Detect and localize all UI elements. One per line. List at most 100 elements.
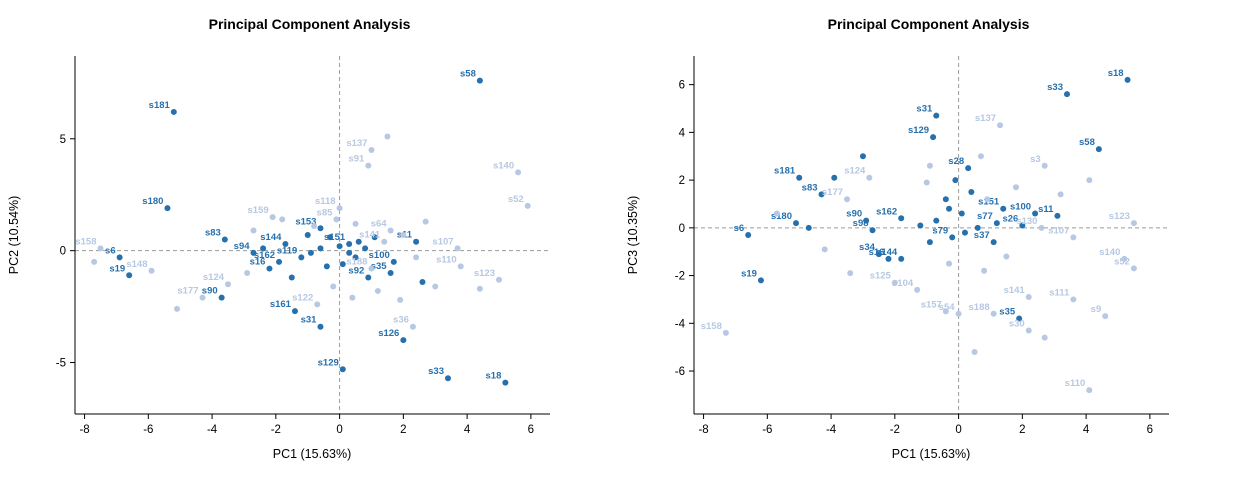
point-label: s58 [1079, 137, 1095, 148]
data-point [330, 283, 337, 290]
data-point [869, 227, 876, 234]
data-point [502, 379, 509, 386]
point-label: s18 [486, 371, 502, 382]
data-point [413, 238, 420, 245]
data-point [930, 134, 937, 141]
data-point [327, 234, 334, 241]
data-point [244, 270, 251, 277]
x-tick-label: -8 [698, 424, 708, 436]
data-point [355, 238, 362, 245]
pca-chart-pc1-pc2: Principal Component Analysis PC1 (15.63%… [7, 16, 550, 461]
data-point [365, 274, 372, 281]
data-point [1000, 205, 1007, 212]
point-label: s100 [369, 250, 390, 261]
data-point [844, 196, 851, 203]
data-point [1063, 91, 1070, 98]
point-label: s161 [270, 299, 292, 310]
x-tick-label: 2 [400, 424, 406, 436]
data-point [218, 294, 225, 301]
data-point [946, 260, 953, 267]
x-axis-label: PC1 (15.63%) [892, 447, 971, 461]
data-point [1086, 177, 1093, 184]
point-label: s137 [346, 138, 367, 149]
point-label: s85 [317, 207, 334, 218]
data-point [419, 278, 426, 285]
point-label: s36 [393, 315, 409, 326]
data-point [946, 205, 953, 212]
point-label: s130 [1016, 216, 1037, 227]
data-point [1003, 253, 1010, 260]
data-point [958, 210, 965, 217]
point-label: s6 [105, 245, 116, 256]
point-label: s6 [734, 223, 745, 234]
data-point [126, 272, 133, 279]
data-point [387, 227, 394, 234]
point-label: s35 [371, 261, 388, 272]
data-point [346, 249, 353, 256]
data-point [933, 112, 940, 119]
data-point [314, 301, 321, 308]
data-point [250, 249, 257, 256]
point-label: s33 [428, 366, 444, 377]
data-point [476, 285, 483, 292]
point-label: s158 [75, 236, 96, 247]
data-point [933, 217, 940, 224]
x-tick-label: -8 [79, 424, 89, 436]
data-point [266, 265, 273, 272]
data-point [1054, 212, 1061, 219]
point-label: s104 [892, 278, 914, 289]
data-point [997, 122, 1004, 129]
point-label: s188 [969, 302, 990, 313]
data-point [977, 153, 984, 160]
data-point [250, 227, 257, 234]
data-point [914, 286, 921, 293]
x-tick-label: 0 [955, 424, 961, 436]
data-point [333, 216, 340, 223]
point-label: s100 [1010, 202, 1031, 213]
y-tick-label: -6 [675, 366, 685, 378]
data-point [524, 202, 531, 209]
point-label: s31 [916, 104, 933, 115]
data-point [1025, 294, 1032, 301]
point-label: s110 [1065, 378, 1086, 389]
point-label: s92 [348, 266, 364, 277]
point-label: s162 [254, 250, 275, 261]
point-label: s144 [876, 247, 898, 258]
data-point [866, 174, 873, 181]
data-point [1041, 162, 1048, 169]
point-label: s37 [974, 230, 990, 241]
point-label: s177 [822, 187, 843, 198]
point-label: s30 [1009, 318, 1025, 329]
point-label: s83 [802, 182, 818, 193]
point-label: s181 [149, 100, 171, 111]
data-point [796, 174, 803, 181]
data-point [400, 232, 407, 238]
point-label: s3 [1030, 154, 1041, 165]
point-label: s125 [870, 271, 892, 282]
data-point [898, 215, 905, 222]
point-label: s31 [301, 315, 318, 326]
data-point [1124, 76, 1131, 83]
point-label: s52 [1114, 256, 1130, 267]
point-label: s118 [315, 196, 336, 207]
data-point [885, 255, 892, 262]
data-point [368, 265, 375, 272]
y-tick-label: -4 [675, 318, 686, 330]
point-label: s83 [205, 227, 221, 238]
y-tick-label: 6 [679, 80, 685, 92]
data-point [352, 220, 359, 227]
y-axis-label: PC3 (10.35%) [626, 196, 640, 275]
data-point [1102, 313, 1109, 320]
data-point [444, 375, 451, 382]
point-label: s77 [977, 211, 993, 222]
data-point [269, 214, 276, 221]
pca-chart-pc1-pc3: Principal Component Analysis PC1 (15.63%… [619, 0, 1238, 500]
point-label: s162 [876, 206, 897, 217]
data-point [859, 153, 866, 160]
x-tick-label: -2 [271, 424, 281, 436]
point-label: s141 [1004, 285, 1026, 296]
data-point [339, 366, 346, 373]
data-point [307, 249, 314, 256]
point-label: s16 [869, 247, 885, 258]
data-point [1121, 255, 1128, 262]
